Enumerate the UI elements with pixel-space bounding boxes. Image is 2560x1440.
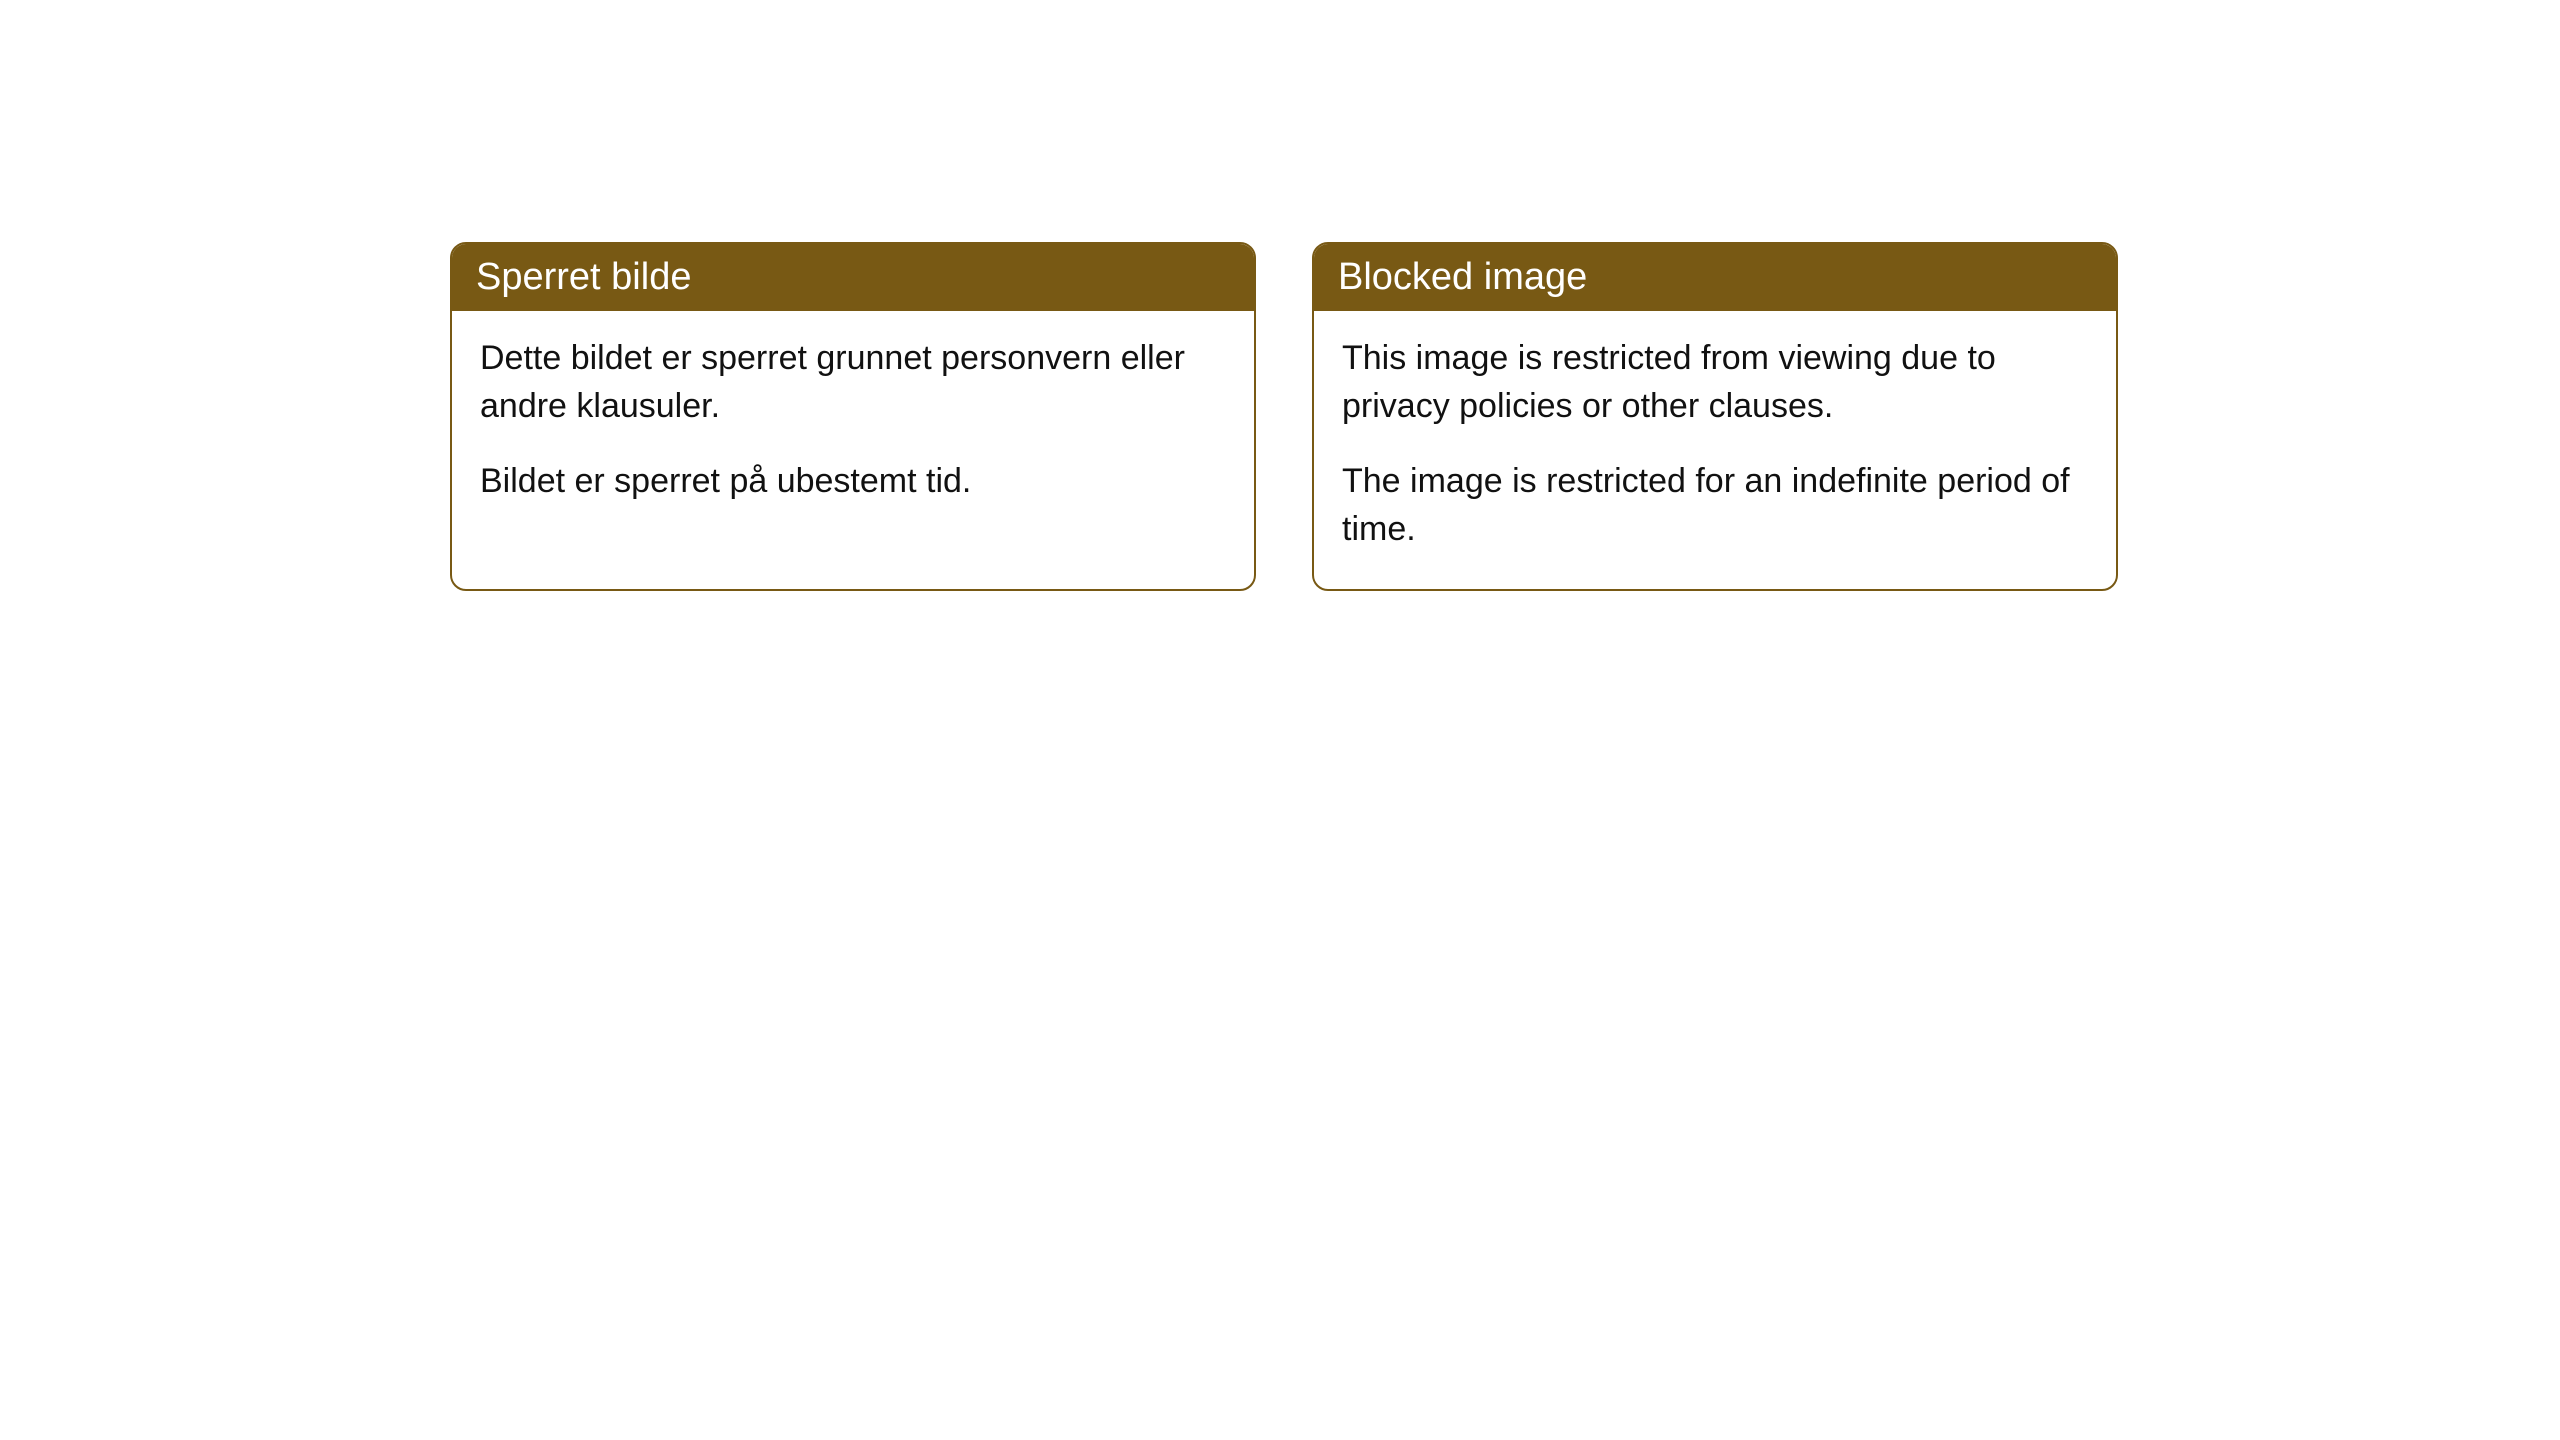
- card-body: Dette bildet er sperret grunnet personve…: [452, 311, 1254, 542]
- card-title: Blocked image: [1338, 256, 1587, 298]
- card-paragraph: Bildet er sperret på ubestemt tid.: [480, 458, 1226, 506]
- card-paragraph: Dette bildet er sperret grunnet personve…: [480, 335, 1226, 430]
- notice-card-norwegian: Sperret bilde Dette bildet er sperret gr…: [450, 242, 1256, 591]
- card-body: This image is restricted from viewing du…: [1314, 311, 2116, 589]
- card-title: Sperret bilde: [476, 256, 691, 298]
- card-paragraph: The image is restricted for an indefinit…: [1342, 458, 2088, 553]
- notice-card-english: Blocked image This image is restricted f…: [1312, 242, 2118, 591]
- card-header: Sperret bilde: [452, 244, 1254, 311]
- card-paragraph: This image is restricted from viewing du…: [1342, 335, 2088, 430]
- card-header: Blocked image: [1314, 244, 2116, 311]
- notice-container: Sperret bilde Dette bildet er sperret gr…: [450, 242, 2118, 591]
